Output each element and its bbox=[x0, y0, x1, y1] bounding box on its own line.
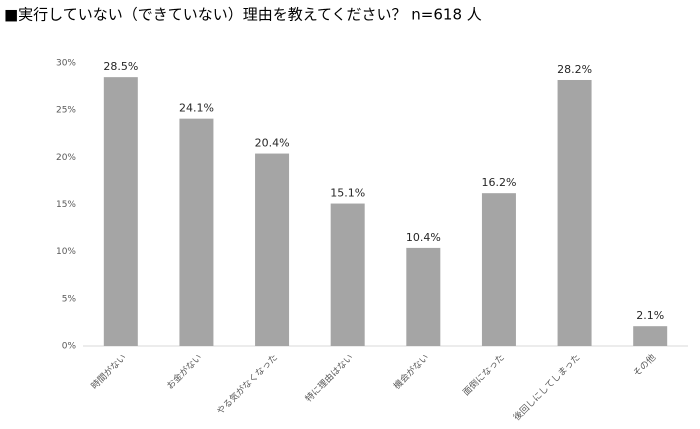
value-label: 2.1% bbox=[636, 309, 664, 322]
x-tick-label: 後回しにしてしまった bbox=[511, 351, 583, 423]
bar bbox=[406, 247, 441, 346]
bar bbox=[103, 77, 138, 347]
value-label: 28.5% bbox=[103, 60, 138, 73]
x-tick-label: 時間がない bbox=[88, 351, 128, 391]
y-tick-label: 5% bbox=[62, 294, 77, 304]
chart-title: ■実行していない（できていない）理由を教えてください？ n=618 人 bbox=[4, 6, 482, 24]
x-tick-label: やる気がなくなった bbox=[214, 351, 280, 417]
value-label: 10.4% bbox=[406, 231, 441, 244]
y-tick-label: 10% bbox=[56, 247, 76, 257]
y-tick-label: 15% bbox=[56, 200, 76, 210]
x-tick-label: 機会がない bbox=[391, 351, 431, 391]
value-label: 24.1% bbox=[179, 102, 214, 115]
y-tick-label: 25% bbox=[56, 106, 76, 116]
y-tick-label: 0% bbox=[62, 342, 77, 352]
bar bbox=[481, 193, 516, 346]
bar bbox=[557, 79, 592, 346]
value-label: 16.2% bbox=[481, 176, 516, 189]
value-label: 15.1% bbox=[330, 187, 365, 200]
y-tick-label: 20% bbox=[56, 153, 76, 163]
x-tick-label: 特に理由はない bbox=[303, 351, 356, 404]
value-label: 20.4% bbox=[255, 137, 290, 150]
bar bbox=[179, 118, 214, 346]
bar bbox=[255, 153, 290, 346]
bar bbox=[633, 326, 668, 346]
y-tick-label: 30% bbox=[56, 59, 76, 69]
x-tick-label: お金がない bbox=[164, 351, 204, 391]
bar bbox=[330, 203, 365, 346]
x-tick-label: 面倒になった bbox=[460, 351, 507, 398]
value-label: 28.2% bbox=[557, 63, 592, 76]
x-tick-label: その他 bbox=[630, 351, 658, 379]
